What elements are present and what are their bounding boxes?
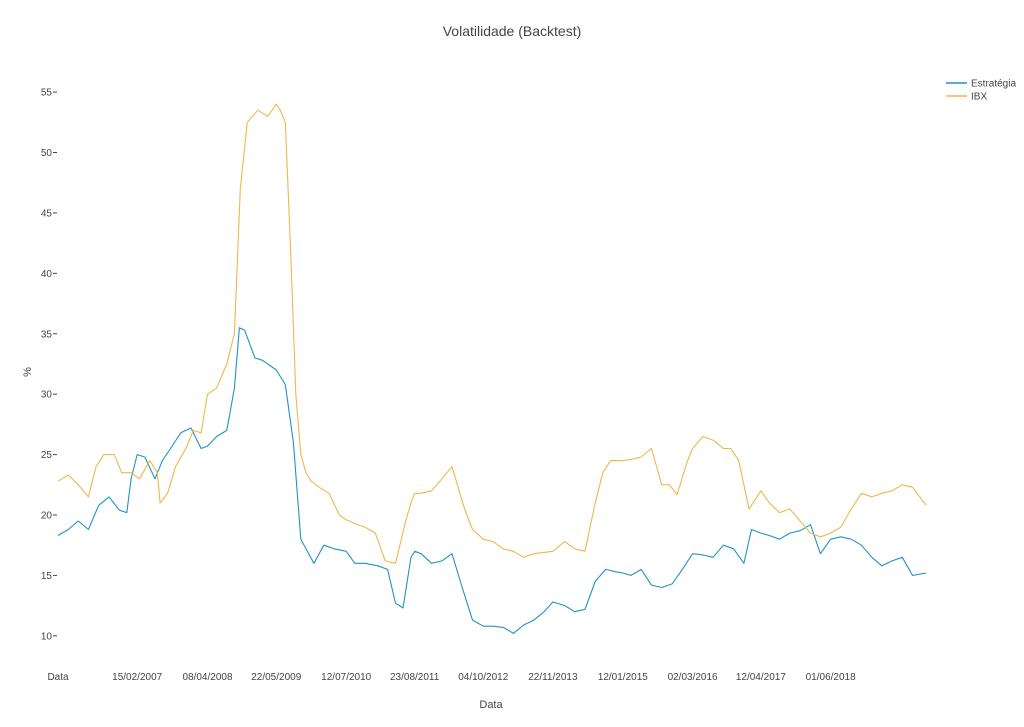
x-axis-title: Data bbox=[479, 699, 503, 711]
y-axis: 10 15 20 25 30 35 40 45 50 55 bbox=[41, 88, 57, 642]
x-tick-label: 12/01/2015 bbox=[598, 672, 648, 683]
x-tick-label: 15/02/2007 bbox=[112, 672, 162, 683]
legend-label: Estratégia bbox=[971, 79, 1016, 90]
x-axis: Data 15/02/2007 08/04/2008 22/05/2009 12/07/… bbox=[47, 672, 856, 683]
y-tick-label: 10 bbox=[41, 631, 53, 642]
series-line-ibx bbox=[57, 103, 927, 564]
plot-area bbox=[57, 103, 927, 634]
y-tick-label: 50 bbox=[41, 148, 53, 159]
x-tick-label: Data bbox=[47, 672, 69, 683]
x-tick-label: 22/05/2009 bbox=[251, 672, 301, 683]
x-tick-label: 12/04/2017 bbox=[736, 672, 786, 683]
y-tick-label: 30 bbox=[41, 390, 53, 401]
y-tick-label: 55 bbox=[41, 88, 53, 99]
y-tick-label: 20 bbox=[41, 511, 53, 522]
y-tick-label: 45 bbox=[41, 208, 53, 219]
y-axis-title: % bbox=[22, 367, 34, 377]
legend-item-ibx[interactable]: IBX bbox=[946, 92, 987, 103]
x-tick-label: 02/03/2016 bbox=[668, 672, 718, 683]
legend-item-estrategia[interactable]: Estratégia bbox=[946, 79, 1016, 90]
chart-title: Volatilidade (Backtest) bbox=[443, 23, 582, 39]
x-tick-label: 22/11/2013 bbox=[528, 672, 578, 683]
legend-label: IBX bbox=[971, 92, 987, 103]
y-tick-label: 15 bbox=[41, 571, 53, 582]
series-line-estrategia bbox=[57, 327, 927, 634]
x-tick-label: 12/07/2010 bbox=[321, 672, 371, 683]
x-tick-label: 01/06/2018 bbox=[806, 672, 856, 683]
x-tick-label: 08/04/2008 bbox=[182, 672, 232, 683]
y-tick-label: 35 bbox=[41, 329, 53, 340]
y-tick-label: 40 bbox=[41, 269, 53, 280]
x-tick-label: 04/10/2012 bbox=[458, 672, 508, 683]
y-tick-label: 25 bbox=[41, 450, 53, 461]
legend[interactable]: Estratégia IBX bbox=[946, 79, 1016, 103]
x-tick-label: 23/08/2011 bbox=[390, 672, 440, 683]
